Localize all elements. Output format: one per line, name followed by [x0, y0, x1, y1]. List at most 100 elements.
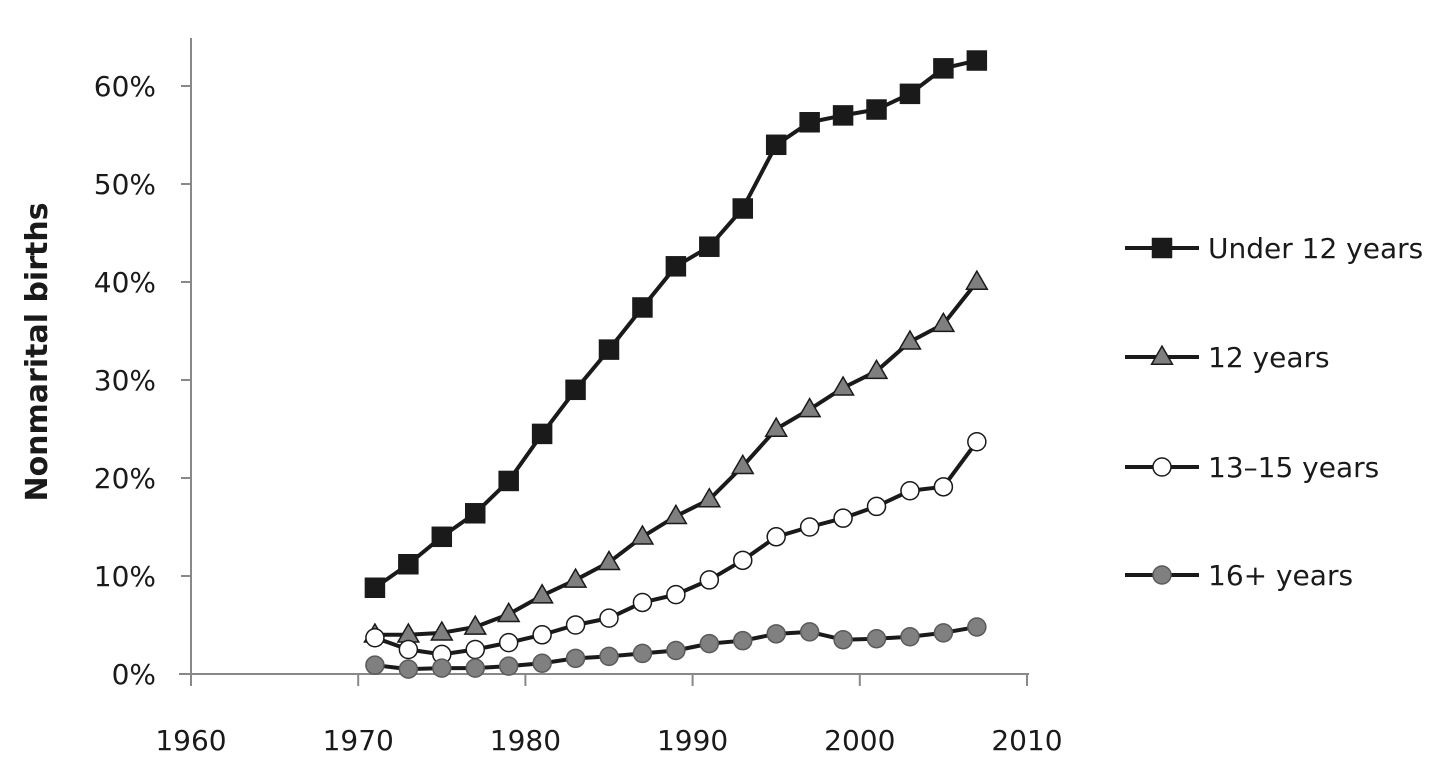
data-point	[866, 99, 887, 120]
data-point	[765, 134, 787, 156]
data-point	[831, 375, 855, 396]
data-point	[733, 550, 753, 571]
data-point	[833, 629, 853, 650]
data-point	[666, 640, 686, 661]
data-point	[732, 198, 754, 219]
data-point	[365, 627, 385, 648]
data-point	[532, 625, 552, 645]
data-point	[899, 83, 921, 105]
legend-item-16-years: 16+ years	[1125, 559, 1353, 592]
y-tick-label: 10%	[94, 560, 156, 593]
data-point	[465, 639, 485, 660]
legend-marker	[1152, 457, 1172, 477]
data-point	[832, 105, 854, 126]
data-point	[898, 329, 922, 350]
x-tick-label: 1960	[155, 724, 226, 757]
data-point	[365, 655, 385, 675]
data-point	[496, 601, 521, 623]
y-tick-label: 30%	[94, 364, 156, 397]
y-tick-label: 40%	[94, 266, 156, 299]
data-point	[866, 496, 887, 517]
data-point	[900, 480, 920, 501]
data-point	[933, 58, 954, 79]
data-point	[666, 584, 686, 605]
data-point	[764, 416, 788, 437]
data-point	[398, 639, 419, 660]
data-point	[364, 577, 386, 599]
series-16-years	[365, 617, 987, 679]
legend-label: 16+ years	[1208, 559, 1353, 592]
series-line	[374, 440, 979, 657]
data-point	[431, 526, 453, 548]
data-point	[866, 628, 887, 649]
series-12-years	[363, 269, 989, 643]
data-point	[563, 567, 588, 588]
data-point	[967, 431, 987, 452]
data-point	[699, 633, 720, 654]
data-point	[599, 608, 619, 628]
legend-item-under-12-years: Under 12 years	[1125, 232, 1423, 265]
x-tick-label: 1990	[657, 724, 728, 757]
data-point	[498, 656, 519, 676]
data-point	[933, 477, 954, 497]
data-point	[632, 297, 653, 318]
data-point	[733, 630, 753, 651]
data-point	[565, 379, 586, 401]
data-point	[463, 614, 487, 635]
data-point	[565, 615, 586, 635]
data-point	[799, 622, 820, 642]
data-point	[967, 617, 987, 637]
data-point	[632, 643, 653, 664]
data-point	[532, 653, 552, 673]
legend-label: 12 years	[1208, 341, 1330, 374]
y-tick-label: 60%	[94, 70, 156, 103]
axes: 0% 10% 20% 30% 40% 50% 60% 1960 1970 1980 1990 2000…	[94, 38, 1063, 757]
y-tick-label: 50%	[94, 168, 156, 201]
data-point	[597, 549, 621, 571]
series-layer	[363, 50, 989, 679]
x-tick-label: 1970	[323, 724, 394, 757]
data-point	[630, 524, 655, 545]
legend-label: Under 12 years	[1208, 232, 1423, 265]
data-point	[398, 553, 419, 575]
y-tick-label: 20%	[94, 462, 156, 495]
data-point	[933, 623, 954, 643]
data-point	[665, 256, 687, 277]
series-line	[374, 280, 979, 637]
data-point	[531, 423, 553, 445]
legend-label: 13–15 years	[1208, 451, 1379, 484]
data-point	[430, 620, 454, 641]
data-point	[699, 570, 720, 590]
data-point	[731, 453, 755, 475]
series-13-15-years	[365, 431, 987, 665]
data-point	[664, 503, 688, 525]
data-point	[398, 659, 419, 679]
data-point	[766, 624, 786, 644]
data-point	[931, 311, 956, 333]
data-point	[599, 646, 619, 667]
data-point	[565, 648, 586, 669]
data-point	[864, 358, 889, 380]
series-under-12-years	[364, 50, 988, 599]
data-point	[464, 503, 486, 524]
y-tick-label: 0%	[112, 658, 156, 691]
legend-item-12-years: 12 years	[1125, 341, 1330, 374]
data-point	[833, 508, 853, 528]
x-tick-label: 2010	[991, 724, 1062, 757]
data-point	[965, 269, 989, 290]
x-tick-label: 1980	[490, 724, 561, 757]
data-point	[799, 112, 820, 133]
data-point	[900, 627, 920, 647]
data-point	[966, 50, 988, 71]
data-point	[697, 487, 722, 508]
legend-item-13-15-years: 13–15 years	[1125, 451, 1379, 484]
data-point	[797, 397, 822, 418]
data-point	[632, 592, 653, 613]
data-point	[432, 658, 452, 678]
legend-marker	[1152, 565, 1172, 585]
data-point	[498, 470, 519, 492]
y-axis-label: Nonmarital births	[20, 202, 55, 501]
data-point	[766, 527, 786, 547]
data-point	[598, 339, 620, 360]
legend-marker	[1151, 237, 1173, 259]
